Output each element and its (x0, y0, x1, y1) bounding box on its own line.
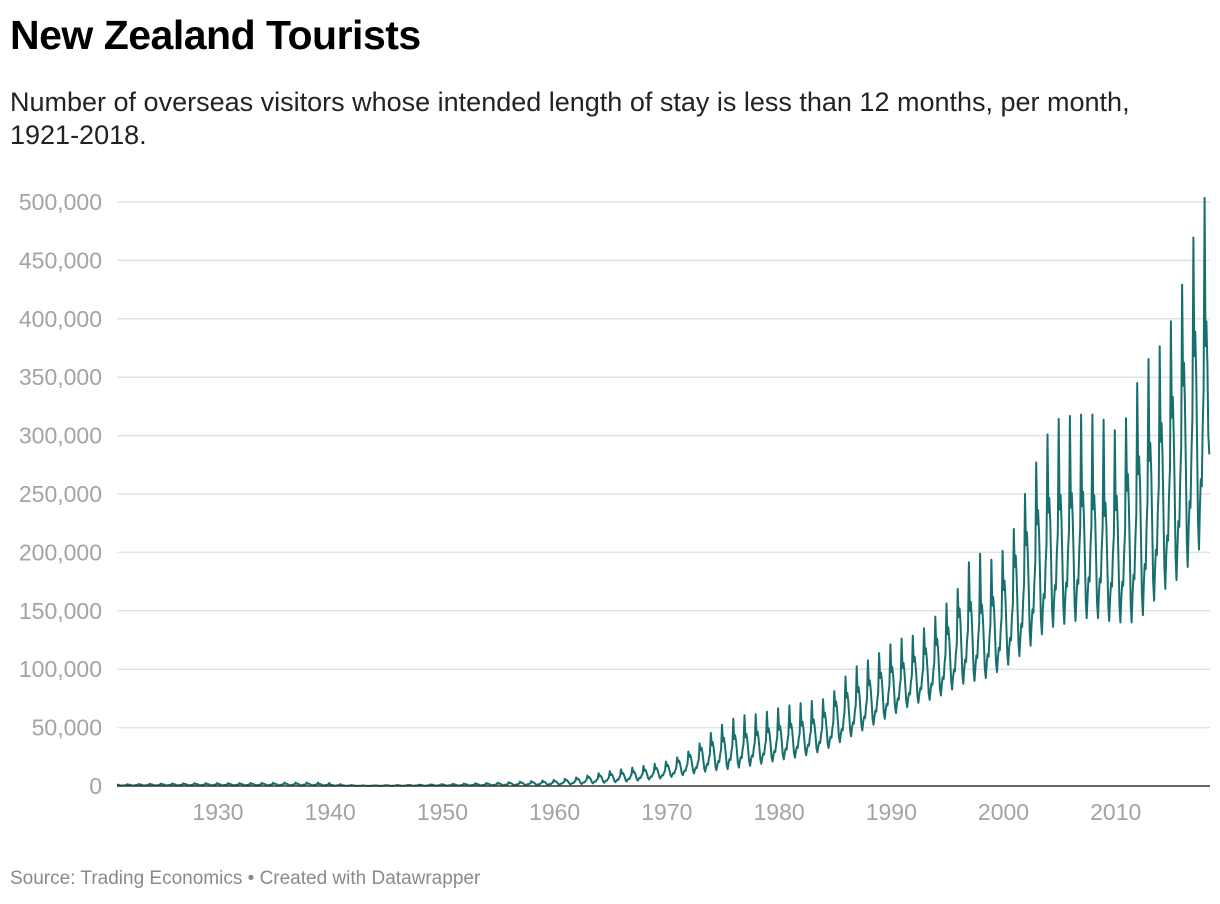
x-tick-label: 1980 (753, 799, 804, 825)
y-tick-label: 50,000 (32, 715, 102, 741)
x-tick-label: 1990 (866, 799, 917, 825)
x-tick-label: 1960 (529, 799, 580, 825)
y-tick-label: 250,000 (19, 481, 102, 507)
footer-separator: • (247, 868, 255, 889)
credit-text: Created with Datawrapper (259, 868, 481, 889)
x-tick-label: 2010 (1090, 799, 1141, 825)
chart-subtitle: Number of overseas visitors whose intend… (10, 87, 1130, 150)
series-line-overseas-visitors (116, 196, 1211, 787)
x-tick-label: 1930 (192, 799, 243, 825)
y-tick-label: 200,000 (19, 539, 102, 565)
gridlines (117, 201, 1210, 729)
chart-title: New Zealand Tourists (10, 12, 421, 58)
x-tick-label: 2000 (978, 799, 1029, 825)
y-tick-label: 300,000 (19, 423, 102, 449)
y-tick-label: 350,000 (19, 364, 102, 390)
y-tick-label: 500,000 (19, 189, 102, 215)
x-tick-label: 1950 (417, 799, 468, 825)
y-tick-label: 400,000 (19, 306, 102, 332)
y-tick-label: 100,000 (19, 656, 102, 682)
y-tick-label: 450,000 (19, 247, 102, 273)
y-tick-label: 150,000 (19, 598, 102, 624)
source-text: Source: Trading Economics (10, 868, 243, 889)
footer: Source: Trading Economics • Created with… (10, 868, 480, 890)
y-tick-label: 0 (89, 773, 102, 799)
x-axis-ticks: 1930 1940 1950 1960 1970 1980 1990 2000 2010 (192, 799, 1141, 825)
series-layer (116, 196, 1211, 787)
line-chart: 0 50,000 100,000 150,000 200,000 250,000 300,0… (19, 189, 1211, 825)
y-axis-ticks: 0 50,000 100,000 150,000 200,000 250,000 300,0… (19, 189, 102, 799)
x-tick-label: 1970 (641, 799, 692, 825)
x-tick-label: 1940 (305, 799, 356, 825)
